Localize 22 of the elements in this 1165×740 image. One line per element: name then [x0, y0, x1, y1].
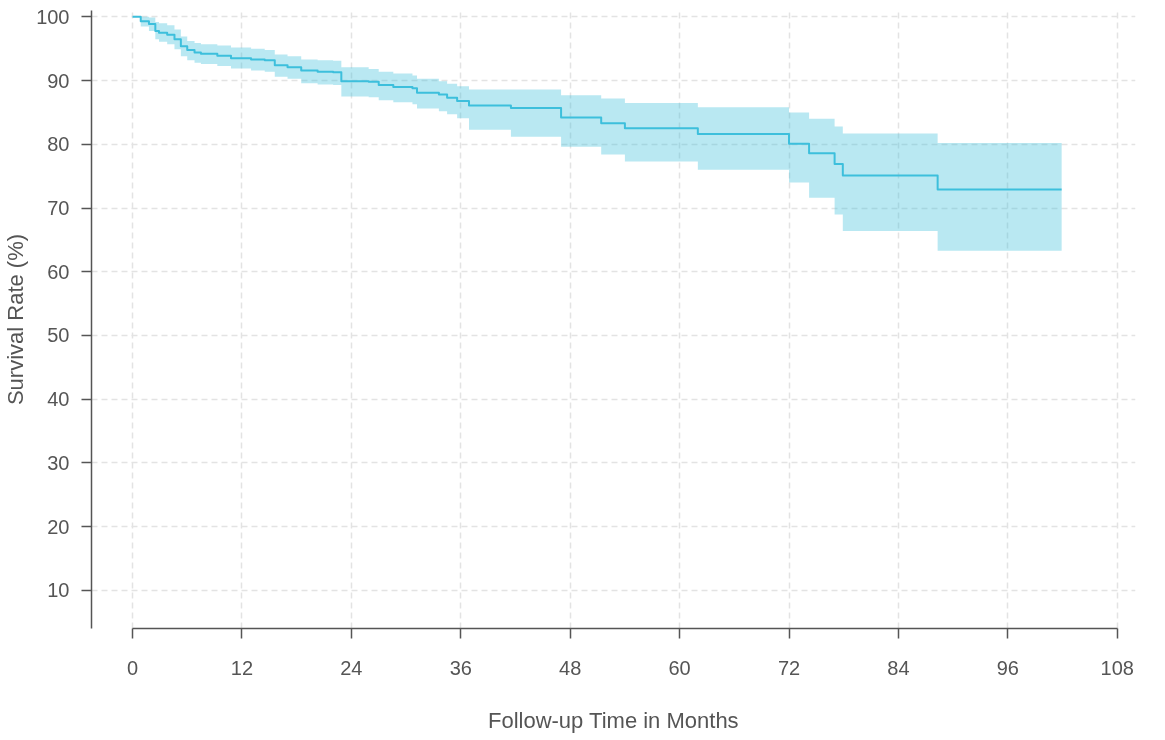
y-tick-label: 10	[47, 579, 70, 602]
x-tick-label: 0	[126, 656, 139, 679]
y-tick-label: 30	[47, 451, 70, 474]
y-tick-label: 60	[47, 260, 70, 283]
x-tick-label: 96	[996, 656, 1019, 679]
x-tick-label: 48	[559, 656, 582, 679]
y-tick-label: 100	[36, 5, 70, 28]
x-tick-label: 84	[887, 656, 910, 679]
x-tick-label: 36	[449, 656, 472, 679]
y-tick-label: 80	[47, 133, 70, 156]
x-tick-label: 60	[668, 656, 691, 679]
y-tick-label: 50	[47, 324, 70, 347]
y-tick-label: 90	[47, 69, 70, 92]
x-tick-label: 12	[230, 656, 254, 679]
y-axis-title: Survival Rate (%)	[3, 233, 29, 406]
y-tick-label: 70	[47, 197, 70, 220]
y-tick-label: 40	[47, 388, 70, 411]
x-axis-title: Follow-up Time in Months	[487, 707, 739, 733]
x-tick-label: 108	[1100, 656, 1134, 679]
y-tick-label: 20	[47, 515, 70, 538]
x-tick-label: 24	[340, 656, 363, 679]
x-tick-label: 72	[777, 656, 801, 679]
